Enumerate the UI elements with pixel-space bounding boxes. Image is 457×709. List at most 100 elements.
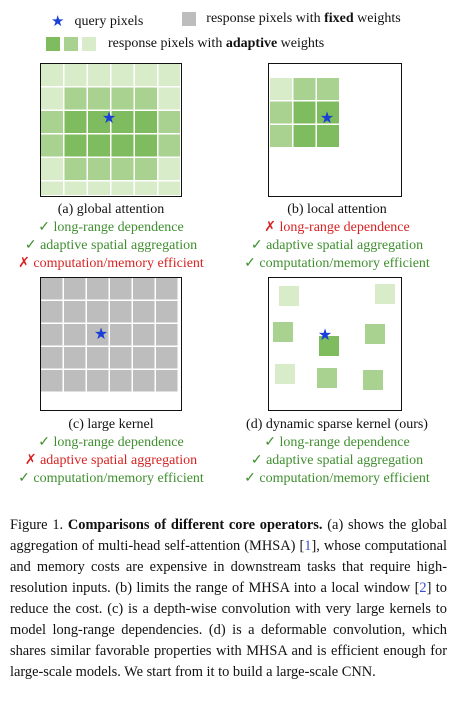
kernel-cell [64, 347, 86, 369]
legend-adaptive-bold: adaptive [226, 36, 277, 51]
caption-bold-title: Comparisons of different core operators. [68, 517, 323, 533]
check-icon: ✓ [244, 471, 256, 486]
legend-row-2: response pixels with adaptive weights [46, 36, 324, 56]
attention-cell [88, 88, 110, 110]
panel-d-caption: (d) dynamic sparse kernel (ours) ✓ long-… [226, 416, 448, 488]
legend-query-item: ★ query pixels [51, 14, 143, 30]
legend-fixed-label: response pixels with fixed weights [206, 11, 400, 27]
attention-cell [135, 111, 157, 133]
legend-adaptive-post: weights [277, 36, 324, 51]
attention-cell [317, 125, 339, 147]
attention-cell [41, 64, 63, 86]
panel-a-caption: (a) global attention ✓ long-range depend… [2, 201, 220, 273]
panel-c-line-2-text: adaptive spatial aggregation [40, 453, 197, 468]
kernel-cell [133, 278, 155, 300]
panel-c-line-3: ✓ computation/memory efficient [2, 470, 220, 488]
kernel-cell [110, 301, 132, 323]
attention-cell [317, 78, 339, 100]
panel-c-line-1-text: long-range dependence [54, 435, 184, 450]
attention-cell [270, 78, 292, 100]
kernel-cell [133, 324, 155, 346]
panel-a-frame: ★ [40, 63, 182, 197]
kernel-cell [110, 347, 132, 369]
attention-cell [41, 135, 63, 157]
kernel-cell [133, 347, 155, 369]
kernel-cell [156, 347, 178, 369]
kernel-cell [41, 301, 63, 323]
panel-d-line-1: ✓ long-range dependence [226, 434, 448, 452]
panel-b-line-1-text: long-range dependence [280, 220, 410, 235]
attention-cell [294, 125, 316, 147]
panel-a-line-2: ✓ adaptive spatial aggregation [2, 237, 220, 255]
kernel-cell [64, 301, 86, 323]
kernel-cell [64, 278, 86, 300]
attention-cell [41, 111, 63, 133]
adaptive-mid-swatch [64, 37, 78, 51]
kernel-cell [110, 324, 132, 346]
panel-b-line-3: ✓ computation/memory efficient [228, 255, 446, 273]
kernel-cell [41, 324, 63, 346]
panel-c-grid: ★ [41, 278, 180, 409]
kernel-cell [156, 301, 178, 323]
attention-cell [159, 111, 181, 133]
check-icon: ✓ [251, 238, 263, 253]
attention-cell [41, 182, 63, 196]
attention-cell [41, 158, 63, 180]
attention-cell [112, 88, 134, 110]
attention-cell [88, 64, 110, 86]
panel-b-title: (b) local attention [228, 201, 446, 219]
panel-d-line-1-text: long-range dependence [280, 435, 410, 450]
legend-fixed-post: weights [354, 11, 401, 26]
attention-cell [135, 182, 157, 196]
kernel-cell [156, 324, 178, 346]
attention-cell [159, 182, 181, 196]
panel-c-line-1: ✓ long-range dependence [2, 434, 220, 452]
sample-cell [279, 286, 299, 306]
kernel-cell [156, 370, 178, 392]
fixed-swatch [182, 12, 196, 26]
attention-cell [135, 135, 157, 157]
check-icon: ✓ [244, 256, 256, 271]
adaptive-dark-swatch [46, 37, 60, 51]
panel-a-line-2-text: adaptive spatial aggregation [40, 238, 197, 253]
attention-cell [88, 135, 110, 157]
panel-b-grid: ★ [269, 64, 400, 195]
kernel-cell [110, 370, 132, 392]
caption-label: Figure 1. [10, 517, 68, 533]
panel-a-line-3: ✗ computation/memory efficient [2, 255, 220, 273]
kernel-cell [41, 278, 63, 300]
attention-cell [270, 102, 292, 124]
attention-cell [135, 88, 157, 110]
legend-adaptive-label: response pixels with adaptive weights [108, 36, 324, 52]
legend-query-label: query pixels [74, 14, 143, 30]
check-icon: ✓ [25, 238, 37, 253]
attention-cell [88, 182, 110, 196]
cross-icon: ✗ [264, 220, 276, 235]
kernel-cell [133, 301, 155, 323]
attention-cell [135, 158, 157, 180]
attention-cell [41, 88, 63, 110]
query-star-icon: ★ [102, 110, 116, 127]
attention-cell [65, 158, 87, 180]
attention-cell [65, 135, 87, 157]
panel-a-grid: ★ [41, 64, 180, 195]
kernel-cell [87, 278, 109, 300]
cross-icon: ✗ [25, 453, 37, 468]
attention-cell [159, 64, 181, 86]
check-icon: ✓ [251, 453, 263, 468]
attention-cell [112, 182, 134, 196]
legend-fixed-bold: fixed [324, 11, 354, 26]
panel-b-line-2-text: adaptive spatial aggregation [266, 238, 423, 253]
panel-d-line-2-text: adaptive spatial aggregation [266, 453, 423, 468]
citation-link-2[interactable]: 2 [419, 580, 426, 596]
panel-c-line-2: ✗ adaptive spatial aggregation [2, 452, 220, 470]
panel-c-title: (c) large kernel [2, 416, 220, 434]
check-icon: ✓ [18, 471, 30, 486]
attention-cell [65, 182, 87, 196]
panel-d-frame: ★ [268, 277, 402, 411]
sample-cell [275, 364, 295, 384]
attention-cell [159, 158, 181, 180]
panel-c-line-3-text: computation/memory efficient [33, 471, 203, 486]
sample-cell [363, 370, 383, 390]
sample-cell [365, 324, 385, 344]
